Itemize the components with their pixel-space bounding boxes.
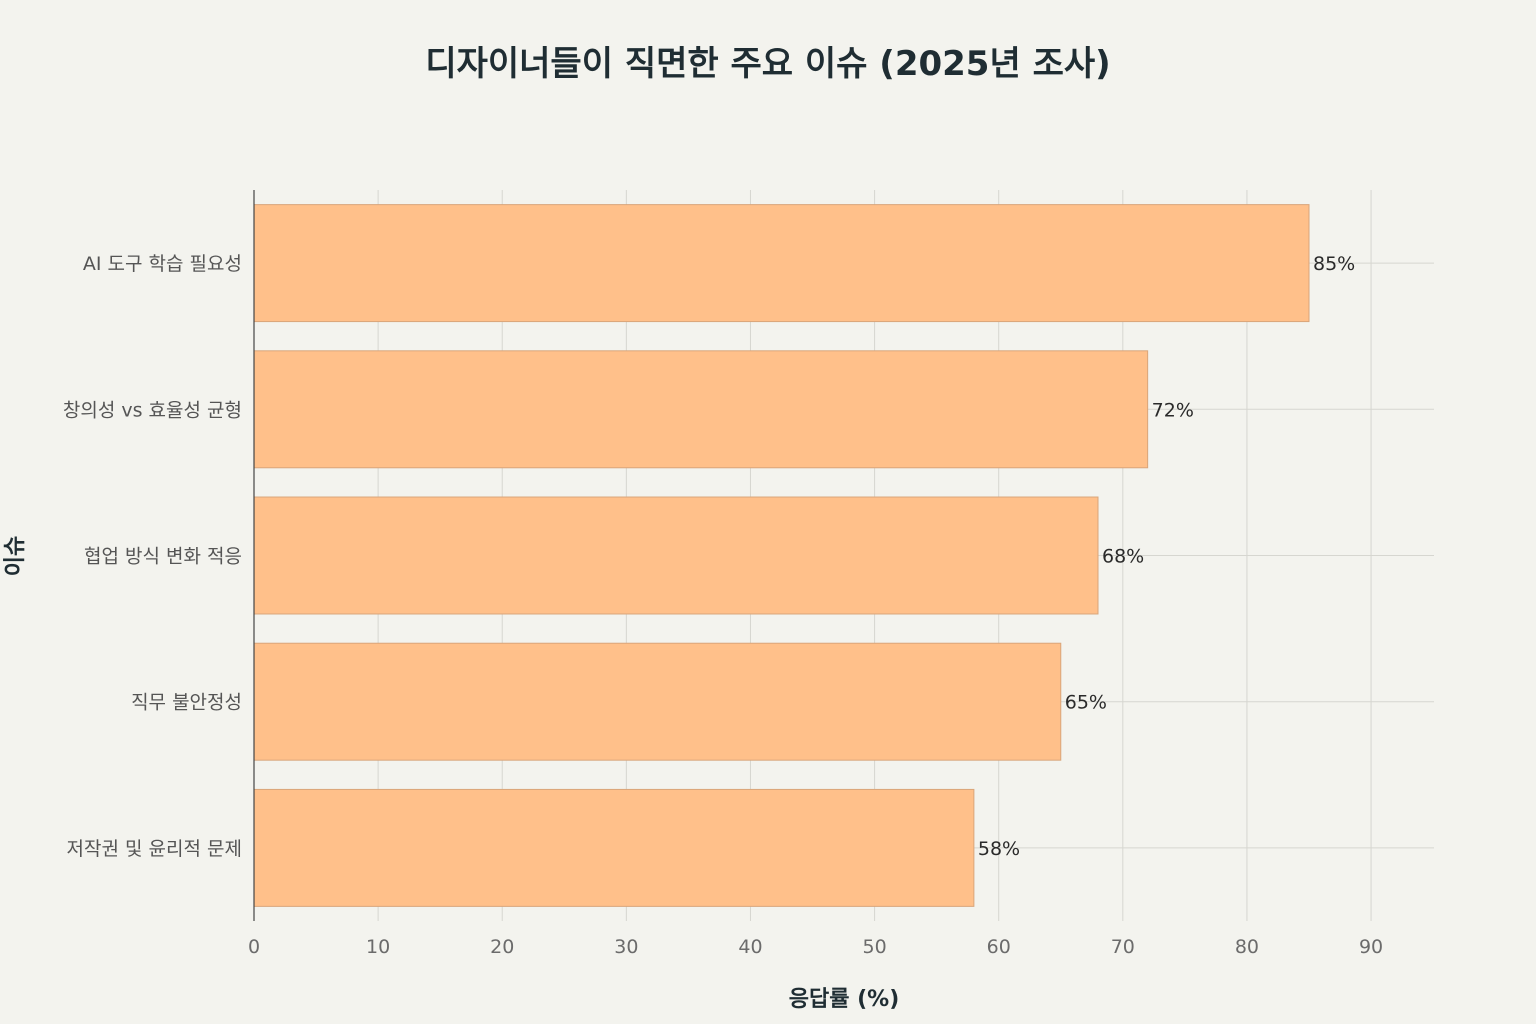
chart-title: 디자이너들이 직면한 주요 이슈 (2025년 조사) — [425, 44, 1111, 84]
x-tick-label: 60 — [987, 936, 1011, 958]
data-label: 85% — [1313, 253, 1355, 275]
data-label: 65% — [1065, 692, 1107, 714]
y-tick-label: AI 도구 학습 필요성 — [83, 253, 242, 275]
bar — [253, 496, 1099, 615]
bar — [253, 204, 1310, 323]
data-label: 58% — [978, 838, 1020, 860]
x-tick-label: 20 — [490, 936, 514, 958]
data-label: 68% — [1102, 546, 1144, 568]
y-axis-title: 이슈 — [3, 536, 28, 576]
x-tick-label: 70 — [1111, 936, 1135, 958]
y-tick-label: 협업 방식 변화 적응 — [84, 546, 242, 568]
x-tick-label: 10 — [366, 936, 390, 958]
bar — [253, 788, 975, 907]
x-axis-title: 응답률 (%) — [789, 987, 900, 1012]
y-tick-label: 저작권 및 윤리적 문제 — [67, 838, 242, 860]
x-tick-label: 50 — [862, 936, 886, 958]
label-layer: 0 10 20 30 40 50 60 70 80 90 85% AI 도구 학습 필요성 72% 창의성… — [63, 253, 1383, 958]
x-tick-label: 0 — [248, 936, 260, 958]
x-tick-label: 90 — [1359, 936, 1383, 958]
bar — [253, 350, 1149, 469]
x-tick-label: 40 — [738, 936, 762, 958]
x-tick-label: 80 — [1235, 936, 1259, 958]
data-label: 72% — [1152, 399, 1194, 421]
x-tick-label: 30 — [614, 936, 638, 958]
y-tick-label: 창의성 vs 효율성 균형 — [63, 399, 242, 421]
bar-layer — [253, 204, 1310, 907]
bar — [253, 642, 1062, 761]
y-tick-label: 직무 불안정성 — [131, 692, 242, 714]
